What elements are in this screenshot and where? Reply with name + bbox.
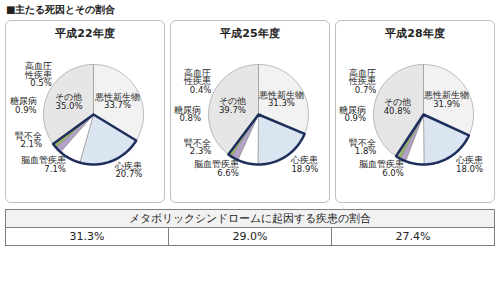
svg-text:高血圧性疾患0.4%: 高血圧性疾患0.4% <box>183 68 211 95</box>
svg-text:悪性新生物31.3%: 悪性新生物31.3% <box>258 90 304 109</box>
svg-text:腎不全1.8%: 腎不全1.8% <box>349 138 376 157</box>
svg-text:糖尿病0.9%: 糖尿病0.9% <box>10 96 37 115</box>
svg-text:悪性新生物33.7%: 悪性新生物33.7% <box>94 91 140 110</box>
html-text:メタボリックシンドロームに起因する疾患の割合: メタボリックシンドロームに起因する疾患の割合 <box>129 212 371 225</box>
html-text:■主たる死因とその割合: ■主たる死因とその割合 <box>6 4 116 15</box>
svg-text:脳血管疾患6.6%: 脳血管疾患6.6% <box>194 159 239 178</box>
html-text:27.4%: 27.4% <box>395 230 431 243</box>
svg-text:心疾患20.7%: 心疾患20.7% <box>114 161 142 179</box>
html-text:平成28年度: 平成28年度 <box>385 27 445 40</box>
svg-text:腎不全2.1%: 腎不全2.1% <box>15 131 42 150</box>
html-text:平成25年度: 平成25年度 <box>220 27 280 40</box>
svg-text:悪性新生物31.9%: 悪性新生物31.9% <box>423 90 469 108</box>
svg-text:糖尿病0.9%: 糖尿病0.9% <box>339 105 366 124</box>
html-text:平成22年度: 平成22年度 <box>55 27 115 40</box>
html-text:31.3%: 31.3% <box>69 230 105 243</box>
svg-text:脳血管疾患6.0%: 脳血管疾患6.0% <box>359 159 404 178</box>
svg-text:その他40.8%: その他40.8% <box>384 97 411 116</box>
svg-text:心疾患18.9%: 心疾患18.9% <box>290 155 318 174</box>
svg-text:脳血管疾患7.1%: 脳血管疾患7.1% <box>21 155 66 174</box>
svg-text:その他35.0%: その他35.0% <box>55 92 82 111</box>
svg-text:高血圧性疾患0.7%: 高血圧性疾患0.7% <box>348 68 376 95</box>
svg-text:糖尿病0.8%: 糖尿病0.8% <box>174 105 201 124</box>
svg-text:心疾患18.0%: 心疾患18.0% <box>455 155 483 174</box>
svg-text:腎不全2.3%: 腎不全2.3% <box>184 138 211 157</box>
html-text:29.0%: 29.0% <box>232 230 268 243</box>
svg-text:高血圧性疾患0.5%: 高血圧性疾患0.5% <box>24 61 52 88</box>
svg-text:その他39.7%: その他39.7% <box>219 96 246 114</box>
